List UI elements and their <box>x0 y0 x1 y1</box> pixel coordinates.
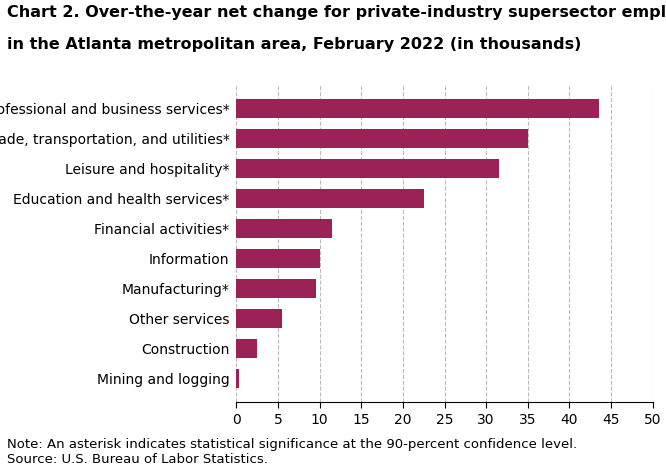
Bar <box>236 219 332 238</box>
Bar <box>236 368 239 388</box>
Bar <box>236 308 282 328</box>
Text: Note: An asterisk indicates statistical significance at the 90-percent confidenc: Note: An asterisk indicates statistical … <box>7 438 577 466</box>
Text: in the Atlanta metropolitan area, February 2022 (in thousands): in the Atlanta metropolitan area, Februa… <box>7 37 581 52</box>
Text: Chart 2. Over-the-year net change for private-industry supersector employment: Chart 2. Over-the-year net change for pr… <box>7 5 666 20</box>
Bar <box>236 249 320 268</box>
Bar <box>236 278 316 298</box>
Bar <box>236 338 257 358</box>
Bar <box>236 189 424 208</box>
Bar <box>236 159 499 178</box>
Bar <box>236 99 599 118</box>
Bar <box>236 129 527 148</box>
